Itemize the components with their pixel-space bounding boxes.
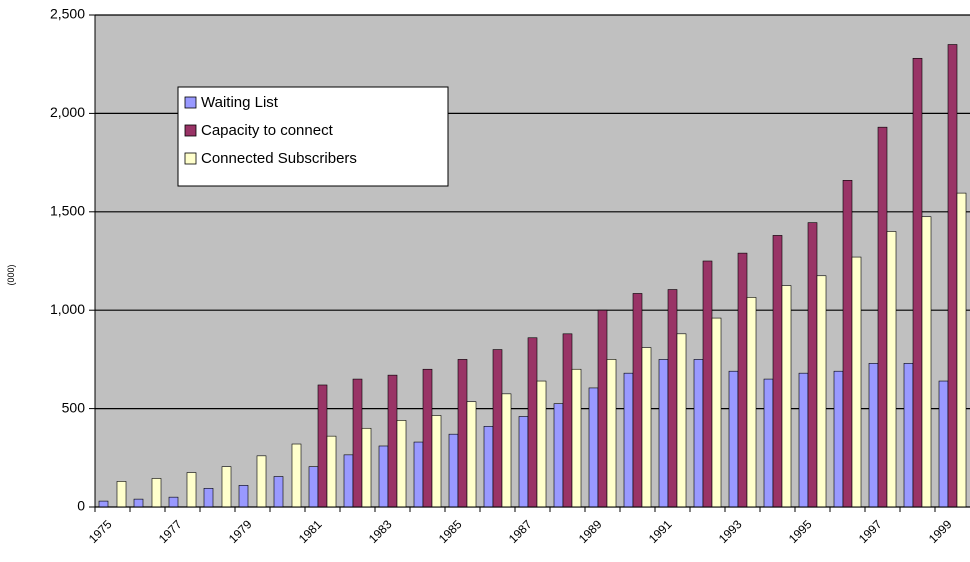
bar <box>702 260 713 508</box>
legend: Waiting List Capacity to connect Connected… <box>177 86 449 187</box>
bar <box>291 443 302 508</box>
bar <box>772 235 783 508</box>
x-tick-label: 1983 <box>366 517 395 546</box>
bar <box>921 216 932 508</box>
y-axis-label: (000) <box>6 264 16 285</box>
bar <box>667 289 678 508</box>
bar <box>553 403 564 508</box>
bar <box>273 476 284 508</box>
bar <box>597 309 608 508</box>
bar <box>501 393 512 508</box>
bar <box>851 256 862 508</box>
bar <box>658 359 669 508</box>
bar <box>763 378 774 508</box>
bar <box>256 455 267 508</box>
bar <box>396 420 407 508</box>
bar <box>186 472 197 508</box>
bar <box>431 415 442 508</box>
bar <box>518 416 529 508</box>
y-tick-label: 0 <box>77 498 85 514</box>
bar <box>588 387 599 508</box>
bar <box>912 57 923 508</box>
bar <box>816 275 827 508</box>
y-tick-label: 2,500 <box>50 6 85 22</box>
x-tick-label: 1999 <box>926 517 955 546</box>
bar <box>387 374 398 508</box>
bar <box>877 126 888 508</box>
bar <box>606 359 617 508</box>
bar <box>116 481 127 508</box>
bar <box>833 370 844 508</box>
bar <box>457 359 468 508</box>
bar <box>728 370 739 508</box>
bar <box>326 435 337 508</box>
bar <box>711 317 722 508</box>
bar <box>746 297 757 508</box>
bar <box>956 192 967 508</box>
legend-label: Connected Subscribers <box>201 150 357 167</box>
legend-swatch <box>184 124 197 137</box>
x-tick-label: 1977 <box>156 517 185 546</box>
bar <box>422 368 433 508</box>
bar <box>317 384 328 508</box>
legend-swatch <box>184 152 197 165</box>
x-tick-label: 1991 <box>646 517 675 546</box>
bar <box>807 222 818 508</box>
bar <box>466 401 477 508</box>
y-tick-label: 1,000 <box>50 301 85 317</box>
bar <box>737 252 748 508</box>
bar <box>361 427 372 508</box>
bar <box>641 347 652 508</box>
legend-box <box>177 86 449 187</box>
bar <box>562 333 573 508</box>
x-tick-label: 1995 <box>786 517 815 546</box>
bar <box>203 488 214 508</box>
x-tick-label: 1981 <box>296 517 325 546</box>
bar <box>492 349 503 508</box>
bar <box>413 441 424 508</box>
bar <box>168 496 179 508</box>
bar <box>571 368 582 508</box>
bar <box>623 372 634 508</box>
x-tick-label: 1985 <box>436 517 465 546</box>
bar <box>238 485 249 508</box>
bar <box>798 372 809 508</box>
x-tick-label: 1993 <box>716 517 745 546</box>
bar <box>781 285 792 508</box>
y-tick-label: 500 <box>62 399 86 415</box>
bar <box>98 500 109 508</box>
bar <box>886 231 897 508</box>
bar <box>448 433 459 508</box>
legend-label: Waiting List <box>201 94 279 111</box>
bar <box>483 426 494 508</box>
bar <box>868 363 879 508</box>
bar <box>842 180 853 508</box>
bar <box>903 363 914 508</box>
bar <box>352 378 363 508</box>
bar <box>308 466 319 508</box>
bar <box>343 454 354 508</box>
legend-label: Capacity to connect <box>201 122 334 139</box>
bar <box>378 445 389 508</box>
bar <box>536 380 547 508</box>
bar <box>676 333 687 508</box>
bar <box>632 293 643 508</box>
bar <box>151 478 162 508</box>
y-tick-label: 1,500 <box>50 203 85 219</box>
bar <box>527 337 538 508</box>
x-tick-label: 1979 <box>226 517 255 546</box>
x-tick-label: 1975 <box>86 517 115 546</box>
bar <box>938 380 949 508</box>
x-tick-label: 1989 <box>576 517 605 546</box>
bar <box>221 466 232 508</box>
x-tick-label: 1987 <box>506 517 535 546</box>
x-tick-label: 1997 <box>856 517 885 546</box>
bar <box>947 44 958 508</box>
bar <box>693 359 704 508</box>
y-tick-label: 2,000 <box>50 104 85 120</box>
legend-swatch <box>184 96 197 109</box>
bar <box>133 498 144 508</box>
